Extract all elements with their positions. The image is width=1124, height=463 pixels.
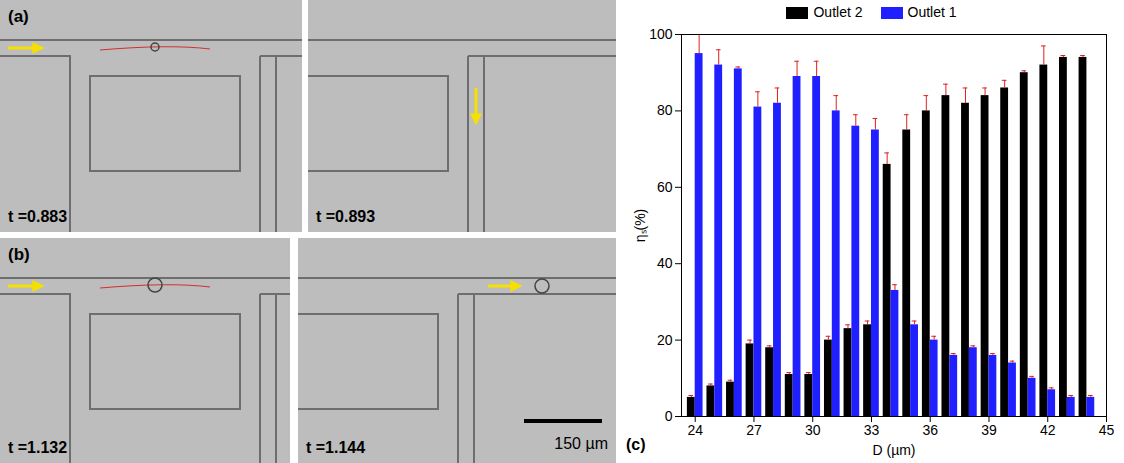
svg-text:t =1.132: t =1.132	[8, 439, 67, 456]
svg-text:33: 33	[864, 422, 880, 438]
svg-text:80: 80	[657, 102, 673, 118]
svg-text:60: 60	[657, 179, 673, 195]
svg-text:t =1.144: t =1.144	[306, 439, 365, 456]
svg-text:27: 27	[746, 422, 762, 438]
svg-text:0: 0	[665, 408, 673, 424]
svg-text:45: 45	[1099, 422, 1115, 438]
svg-text:t =0.893: t =0.893	[316, 208, 375, 225]
svg-text:ηₛ(%): ηₛ(%)	[632, 209, 648, 243]
svg-text:30: 30	[805, 422, 821, 438]
svg-text:36: 36	[922, 422, 938, 438]
svg-text:42: 42	[1040, 422, 1056, 438]
svg-text:40: 40	[657, 255, 673, 271]
html-text:(c): (c)	[626, 436, 646, 453]
svg-text:100: 100	[649, 26, 673, 42]
svg-text:20: 20	[657, 332, 673, 348]
html-text:Outlet 1: Outlet 1	[907, 4, 957, 20]
svg-text:24: 24	[687, 422, 703, 438]
svg-text:150 µm: 150 µm	[554, 435, 608, 452]
html-text:Outlet 2: Outlet 2	[813, 4, 863, 20]
svg-text:t =0.883: t =0.883	[8, 208, 67, 225]
svg-text:39: 39	[981, 422, 997, 438]
svg-text:(b): (b)	[8, 245, 30, 264]
svg-text:D (µm): D (µm)	[872, 442, 915, 458]
svg-text:(a): (a)	[8, 7, 29, 26]
